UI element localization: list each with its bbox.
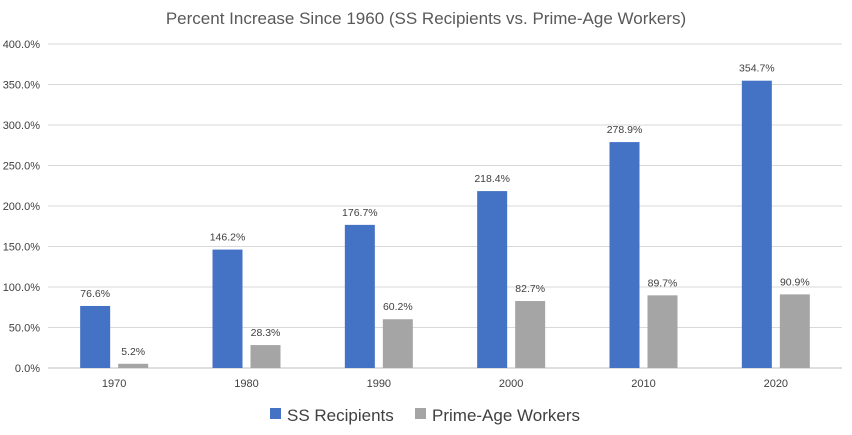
bar-prime-age-workers-1990: [382, 319, 413, 368]
bar-ss-recipients-1970: [80, 305, 111, 368]
bar-prime-age-workers-1970: [118, 363, 149, 368]
x-tick-label: 1970: [102, 378, 126, 390]
y-axis-ticks: 0.0% 50.0% 100.0% 150.0% 200.0% 250.0% 300.0% 3…: [3, 39, 41, 375]
data-label-prime-age-workers-2010: 89.7%: [648, 277, 678, 289]
gridlines: [48, 43, 842, 369]
data-label-ss-recipients-2010: 278.9%: [607, 124, 643, 136]
legend-label-prime-age-workers: Prime-Age Workers: [432, 406, 580, 425]
y-tick-label: 300.0%: [3, 120, 41, 132]
x-tick-label: 2010: [631, 378, 655, 390]
x-tick-label: 1980: [234, 378, 258, 390]
y-tick-label: 150.0%: [3, 242, 41, 254]
bars: [80, 80, 810, 369]
x-axis-ticks: 1970 1980 1990 2000 2010 2020: [102, 378, 788, 390]
data-label-prime-age-workers-2000: 82.7%: [515, 283, 545, 295]
bar-ss-recipients-2010: [609, 142, 640, 368]
bar-prime-age-workers-2010: [647, 295, 678, 368]
data-label-prime-age-workers-1990: 60.2%: [383, 301, 413, 313]
data-label-ss-recipients-2000: 218.4%: [474, 173, 510, 185]
y-tick-label: 250.0%: [3, 161, 41, 173]
x-tick-label: 2020: [764, 378, 788, 390]
x-tick-label: 2000: [499, 378, 523, 390]
bar-ss-recipients-2020: [741, 80, 772, 369]
legend-swatch-ss-recipients: [270, 408, 281, 419]
data-label-prime-age-workers-1980: 28.3%: [251, 327, 281, 339]
y-tick-label: 350.0%: [3, 80, 41, 92]
bar-prime-age-workers-1980: [250, 345, 281, 368]
bar-ss-recipients-1990: [344, 224, 375, 368]
data-label-ss-recipients-1980: 146.2%: [210, 232, 246, 244]
data-label-ss-recipients-2020: 354.7%: [739, 63, 775, 75]
y-tick-label: 200.0%: [3, 201, 41, 213]
y-tick-label: 0.0%: [15, 363, 40, 375]
bar-prime-age-workers-2000: [515, 301, 546, 368]
bar-prime-age-workers-2020: [779, 294, 810, 368]
y-tick-label: 100.0%: [3, 282, 41, 294]
chart-title: Percent Increase Since 1960 (SS Recipien…: [166, 9, 686, 28]
legend-swatch-prime-age-workers: [415, 408, 426, 419]
x-tick-label: 1990: [367, 378, 391, 390]
data-labels: 76.6% 5.2% 146.2% 28.3% 176.7% 60.2% 218.4% 82.…: [80, 63, 809, 358]
y-tick-label: 50.0%: [9, 323, 40, 335]
data-label-prime-age-workers-1970: 5.2%: [121, 346, 145, 358]
y-tick-label: 400.0%: [3, 39, 41, 51]
bar-ss-recipients-1980: [212, 249, 243, 368]
bar-ss-recipients-2000: [477, 191, 508, 368]
data-label-prime-age-workers-2020: 90.9%: [780, 276, 810, 288]
data-label-ss-recipients-1990: 176.7%: [342, 207, 378, 219]
data-label-ss-recipients-1970: 76.6%: [80, 288, 110, 300]
legend: SS Recipients Prime-Age Workers: [270, 406, 580, 425]
legend-label-ss-recipients: SS Recipients: [287, 406, 394, 425]
